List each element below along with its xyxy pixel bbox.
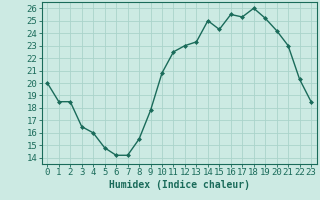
- X-axis label: Humidex (Indice chaleur): Humidex (Indice chaleur): [109, 180, 250, 190]
